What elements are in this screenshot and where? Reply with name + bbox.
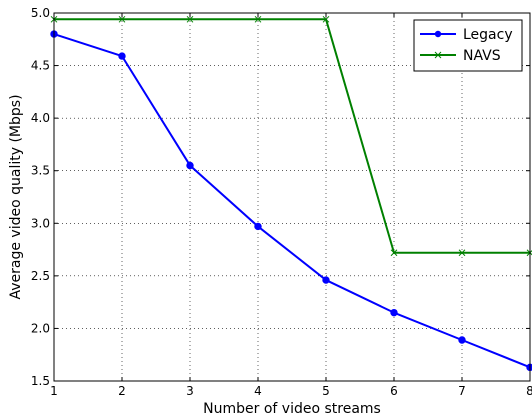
data-point-legacy — [526, 363, 532, 372]
data-point-legacy — [254, 222, 262, 231]
x-tick-label: 6 — [390, 384, 398, 398]
data-point-legacy — [390, 308, 398, 317]
data-point-legacy — [458, 336, 466, 344]
data-point-legacy — [118, 52, 126, 60]
y-tick-label: 1.5 — [31, 374, 50, 388]
legend: Legacy NAVS — [413, 19, 523, 72]
x-tick-label: 3 — [186, 384, 194, 398]
x-tick-label: 5 — [322, 384, 330, 398]
series-line-legacy — [53, 33, 531, 369]
y-tick-label: 5.0 — [31, 6, 50, 20]
axis-ticks: 1 2 3 4 5 6 7 8 1.5 2.0 2.5 3.0 3.5 4.0 4.5 5.0 — [31, 6, 532, 398]
x-marker-stroke — [434, 51, 442, 59]
data-point-navs — [390, 249, 398, 257]
series-layer — [50, 15, 532, 372]
x-marker-stroke — [322, 15, 330, 23]
data-point-navs — [458, 249, 466, 257]
x-tick-label: 2 — [118, 384, 126, 398]
y-tick-label: 4.0 — [31, 111, 50, 125]
y-axis-label: Average video quality (Mbps) — [8, 94, 24, 299]
x-tick-label: 8 — [526, 384, 532, 398]
legend-label-navs: NAVS — [463, 48, 501, 64]
y-tick-label: 2.0 — [31, 321, 50, 335]
legend-box — [413, 19, 523, 72]
plot-frame — [53, 12, 531, 382]
x-marker-stroke — [390, 249, 398, 257]
x-tick-label: 7 — [458, 384, 466, 398]
data-point-navs — [322, 15, 330, 23]
x-marker-stroke — [118, 15, 126, 23]
y-tick-label: 4.5 — [31, 59, 50, 73]
legend-marker-legacy — [434, 30, 442, 38]
x-marker-stroke — [186, 15, 194, 23]
x-axis-label: Number of video streams — [203, 401, 381, 417]
x-tick-label: 4 — [254, 384, 262, 398]
data-point-navs — [254, 15, 262, 23]
x-marker-stroke — [254, 15, 262, 23]
y-tick-label: 3.5 — [31, 164, 50, 178]
data-point-navs — [186, 15, 194, 23]
y-tick-label: 2.5 — [31, 269, 50, 283]
legend-label-legacy: Legacy — [463, 27, 513, 43]
series-line-navs — [54, 18, 530, 254]
data-point-legacy — [186, 161, 194, 170]
x-marker-stroke — [458, 249, 466, 257]
data-point-legacy — [322, 276, 330, 284]
y-tick-label: 3.0 — [31, 216, 50, 230]
data-point-navs — [118, 15, 126, 23]
x-tick-label: 1 — [50, 384, 58, 398]
legend-marker-navs — [434, 51, 442, 59]
